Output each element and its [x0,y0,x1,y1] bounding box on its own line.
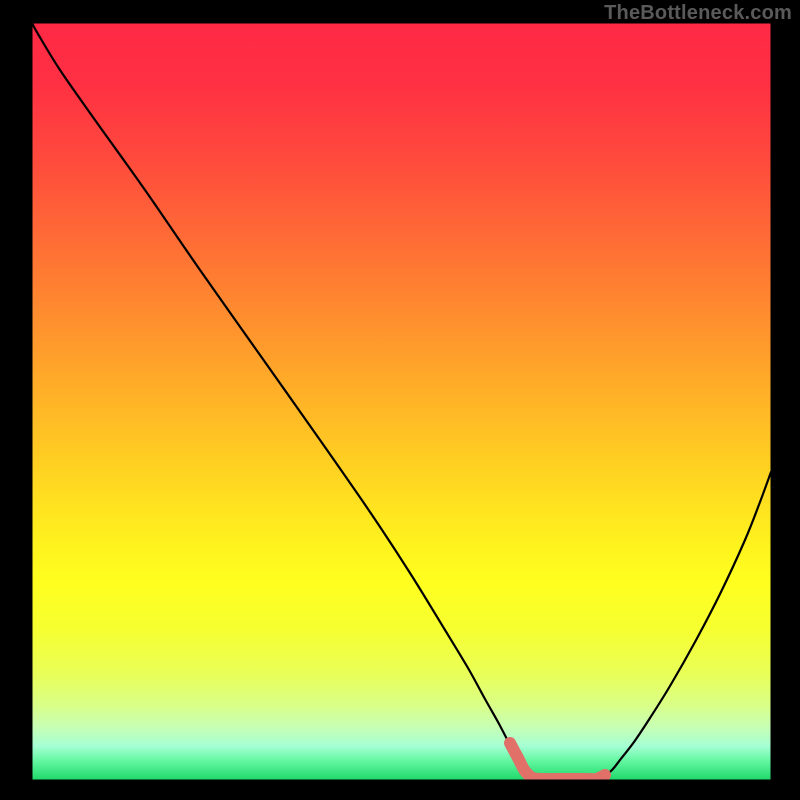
watermark-label: TheBottleneck.com [604,2,792,25]
bottleneck-chart [0,0,800,800]
chart-canvas: { "image": { "width": 800, "height": 800… [0,0,800,800]
plot-gradient-area [32,23,771,780]
